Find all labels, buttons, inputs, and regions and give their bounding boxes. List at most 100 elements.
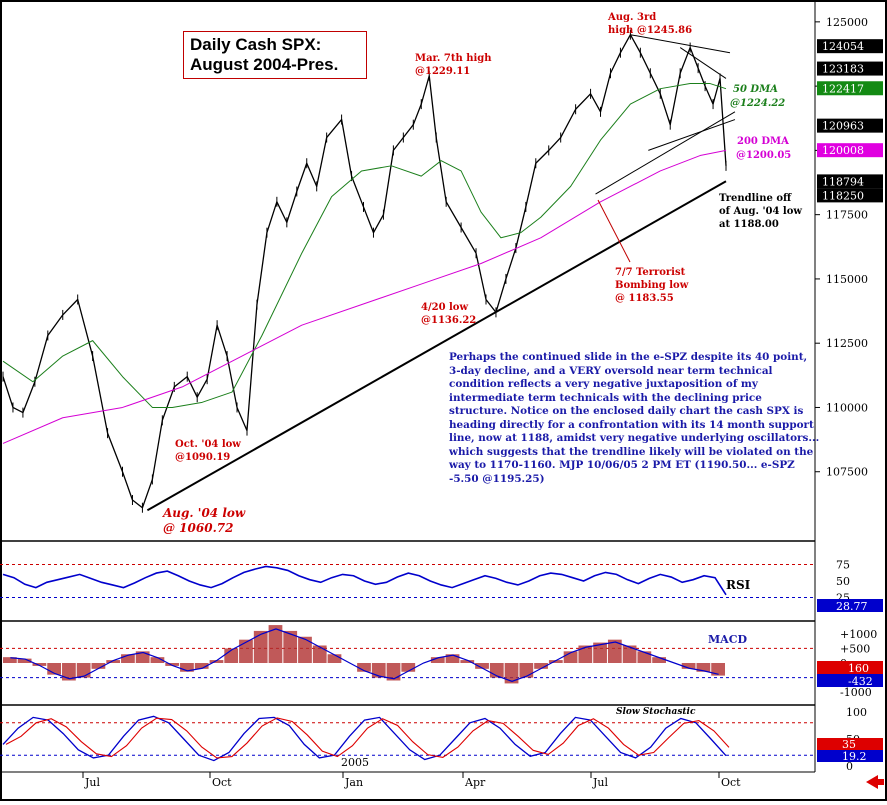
stoch-k-line xyxy=(2,715,727,762)
dma50-line xyxy=(2,83,727,408)
annotation-trendline-value: at 1188.00 xyxy=(719,219,779,230)
price-y-tick-label: 125000 xyxy=(826,16,868,29)
price-y-tick-label: 107500 xyxy=(826,466,868,479)
macd-histogram-bar xyxy=(91,663,106,669)
stoch-value-box-2 xyxy=(817,750,883,762)
macd-histogram-bar xyxy=(401,663,416,672)
macd-histogram-bar xyxy=(47,663,62,675)
macd-histogram-bar xyxy=(298,636,312,663)
annotation-apr20-low: 4/20 low xyxy=(421,302,468,313)
annotation-jul7-value: @ 1183.55 xyxy=(615,293,674,304)
price-y-tick-label: 110000 xyxy=(826,401,868,414)
macd-line xyxy=(10,628,719,683)
macd-histogram-bar xyxy=(371,663,386,678)
price-value-label: 120008 xyxy=(822,144,864,157)
price-value-label: 118794 xyxy=(822,175,864,188)
macd-histogram-bar xyxy=(327,654,342,663)
annotation-aug3-value: high @1245.86 xyxy=(608,25,692,36)
stoch-label: Slow Stochastic xyxy=(616,707,696,717)
macd-histogram-bar xyxy=(578,645,593,663)
annotation-dma200-value: @1200.05 xyxy=(736,150,791,161)
scroll-arrow-icon xyxy=(866,775,884,789)
time-axis-label: Oct xyxy=(212,776,232,789)
price-value-box xyxy=(817,143,883,158)
macd-histogram-bar xyxy=(430,657,445,663)
rsi-label: RSI xyxy=(726,578,751,592)
annotation-aug04-value: @ 1060.72 xyxy=(163,521,233,535)
time-axis-label: Apr xyxy=(464,776,486,789)
price-value-box xyxy=(817,81,883,96)
macd-histogram-bar xyxy=(475,663,489,669)
wedge-line xyxy=(648,119,736,151)
rsi-value-label: 28.77 xyxy=(836,600,868,613)
price-y-tick-label: 112500 xyxy=(826,337,868,350)
annotation-dma50-value: @1224.22 xyxy=(730,98,785,109)
annotation-jul7-line2: Bombing low xyxy=(615,280,689,291)
macd-histogram-bar xyxy=(106,660,121,663)
annotation-dma200: 200 DMA xyxy=(737,136,789,147)
macd-histogram-bar xyxy=(681,663,696,669)
stoch-value-label-1: 35 xyxy=(842,738,856,751)
chart-title: Daily Cash SPX: August 2004-Pres. xyxy=(183,31,367,79)
price-value-label: 123183 xyxy=(822,63,864,76)
macd-histogram-bar xyxy=(180,663,194,672)
price-value-box xyxy=(817,39,883,54)
rsi-y-tick-label: 75 xyxy=(836,559,850,572)
annotation-dma50: 50 DMA xyxy=(733,84,778,95)
stoch-y-tick-label: 100 xyxy=(846,706,867,719)
macd-value-box-neg xyxy=(817,674,883,687)
macd-histogram-bar xyxy=(445,654,460,663)
macd-histogram-bar xyxy=(17,658,32,663)
macd-histogram-bar xyxy=(283,630,298,663)
price-value-box xyxy=(817,174,883,189)
macd-histogram-bar xyxy=(253,630,268,663)
macd-histogram-bar xyxy=(637,651,652,663)
annotation-jul7: 7/7 Terrorist xyxy=(615,267,686,278)
macd-histogram-bar xyxy=(519,663,534,678)
price-value-box xyxy=(817,61,883,76)
price-value-label: 120963 xyxy=(822,120,864,133)
macd-histogram-bar xyxy=(622,645,637,663)
price-value-label: 122417 xyxy=(822,82,864,95)
macd-histogram-bar xyxy=(312,645,327,663)
price-value-label: 118250 xyxy=(822,189,864,202)
macd-histogram-bar xyxy=(239,639,253,663)
resistance-line xyxy=(630,34,731,54)
macd-histogram-bar xyxy=(607,639,622,663)
time-axis-label: Jul xyxy=(592,776,608,789)
macd-histogram-bar xyxy=(696,663,711,672)
macd-histogram-bar xyxy=(121,654,135,663)
rsi-value-box xyxy=(817,599,883,612)
time-axis-label: Oct xyxy=(721,776,741,789)
price-value-box xyxy=(817,118,883,133)
macd-histogram-bar xyxy=(711,663,725,676)
macd-histogram-bar xyxy=(386,663,401,681)
time-axis-label: Jan xyxy=(344,776,363,789)
macd-histogram-bar xyxy=(268,625,283,663)
annotation-trendline-line2: of Aug. '04 low xyxy=(719,206,802,217)
macd-histogram-bar xyxy=(150,657,165,663)
wedge-line xyxy=(595,111,736,195)
macd-value-label-neg: -432 xyxy=(848,675,873,688)
rsi-y-tick-label: 50 xyxy=(836,575,850,588)
macd-histogram-bar xyxy=(62,663,76,681)
macd-histogram-bar xyxy=(165,663,180,666)
dma200-line xyxy=(2,149,727,444)
chart-commentary: Perhaps the continued slide in the e-SPZ… xyxy=(449,351,820,485)
resistance-line xyxy=(679,47,727,79)
macd-histogram-bar xyxy=(593,642,607,663)
rsi-line xyxy=(2,565,727,596)
macd-value-label-pos: 160 xyxy=(848,662,869,675)
time-axis-year-label: 2005 xyxy=(341,756,369,769)
price-value-label: 124054 xyxy=(822,40,864,53)
chart-title-line2: August 2004-Pres. xyxy=(190,55,339,74)
macd-histogram-bar xyxy=(652,657,666,663)
macd-y-tick-label: +500 xyxy=(840,642,870,655)
bombing-low-pointer xyxy=(597,199,631,263)
macd-histogram-bar xyxy=(209,660,224,663)
macd-histogram-bar xyxy=(3,657,17,663)
macd-histogram-bar xyxy=(548,660,563,663)
macd-histogram-bar xyxy=(563,651,578,663)
